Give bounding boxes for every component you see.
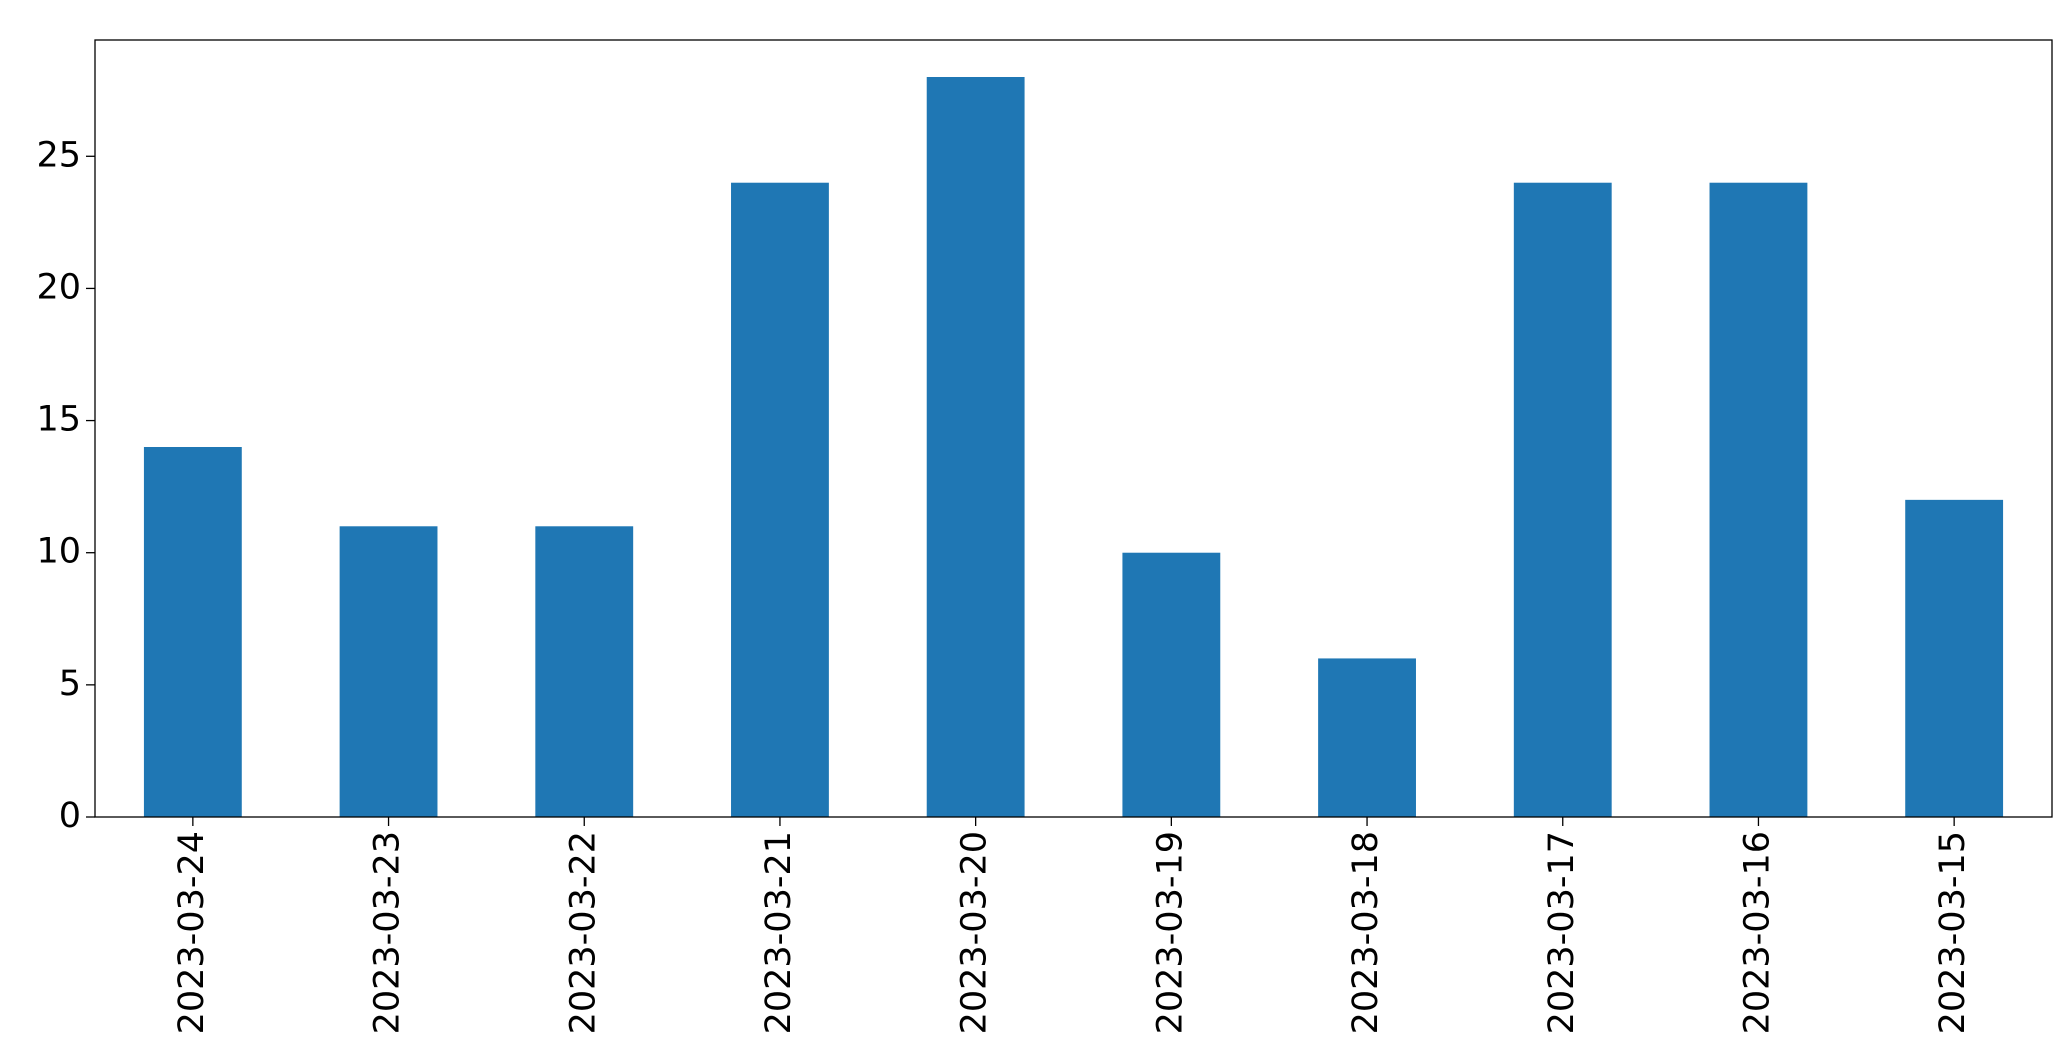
bar [1905,499,2004,817]
y-tick-label: 5 [59,664,81,704]
bar [535,526,634,817]
x-tick-label: 2023-03-21 [759,831,799,1034]
x-tick-label: 2023-03-19 [1150,831,1190,1034]
bar [339,526,438,817]
bar [1122,552,1221,817]
y-tick-label: 25 [36,135,81,175]
bar [1513,182,1612,817]
x-tick-label: 2023-03-18 [1346,831,1386,1034]
x-tick-label: 2023-03-24 [172,831,212,1034]
y-tick-label: 0 [59,796,81,836]
bar [143,447,242,817]
x-tick-label: 2023-03-22 [563,831,603,1034]
x-tick-label: 2023-03-20 [955,831,995,1034]
x-tick-label: 2023-03-23 [368,831,408,1034]
bar [1709,182,1808,817]
bar [731,182,829,817]
y-tick-label: 10 [36,532,81,572]
x-tick-label: 2023-03-17 [1542,831,1582,1034]
y-tick-label: 20 [36,267,81,307]
bar [1318,658,1416,817]
x-tick-label: 2023-03-16 [1737,831,1777,1034]
plot-frame [94,39,2053,818]
y-tick-label: 15 [36,400,81,440]
bar [926,77,1025,817]
x-tick-label: 2023-03-15 [1933,831,1973,1034]
